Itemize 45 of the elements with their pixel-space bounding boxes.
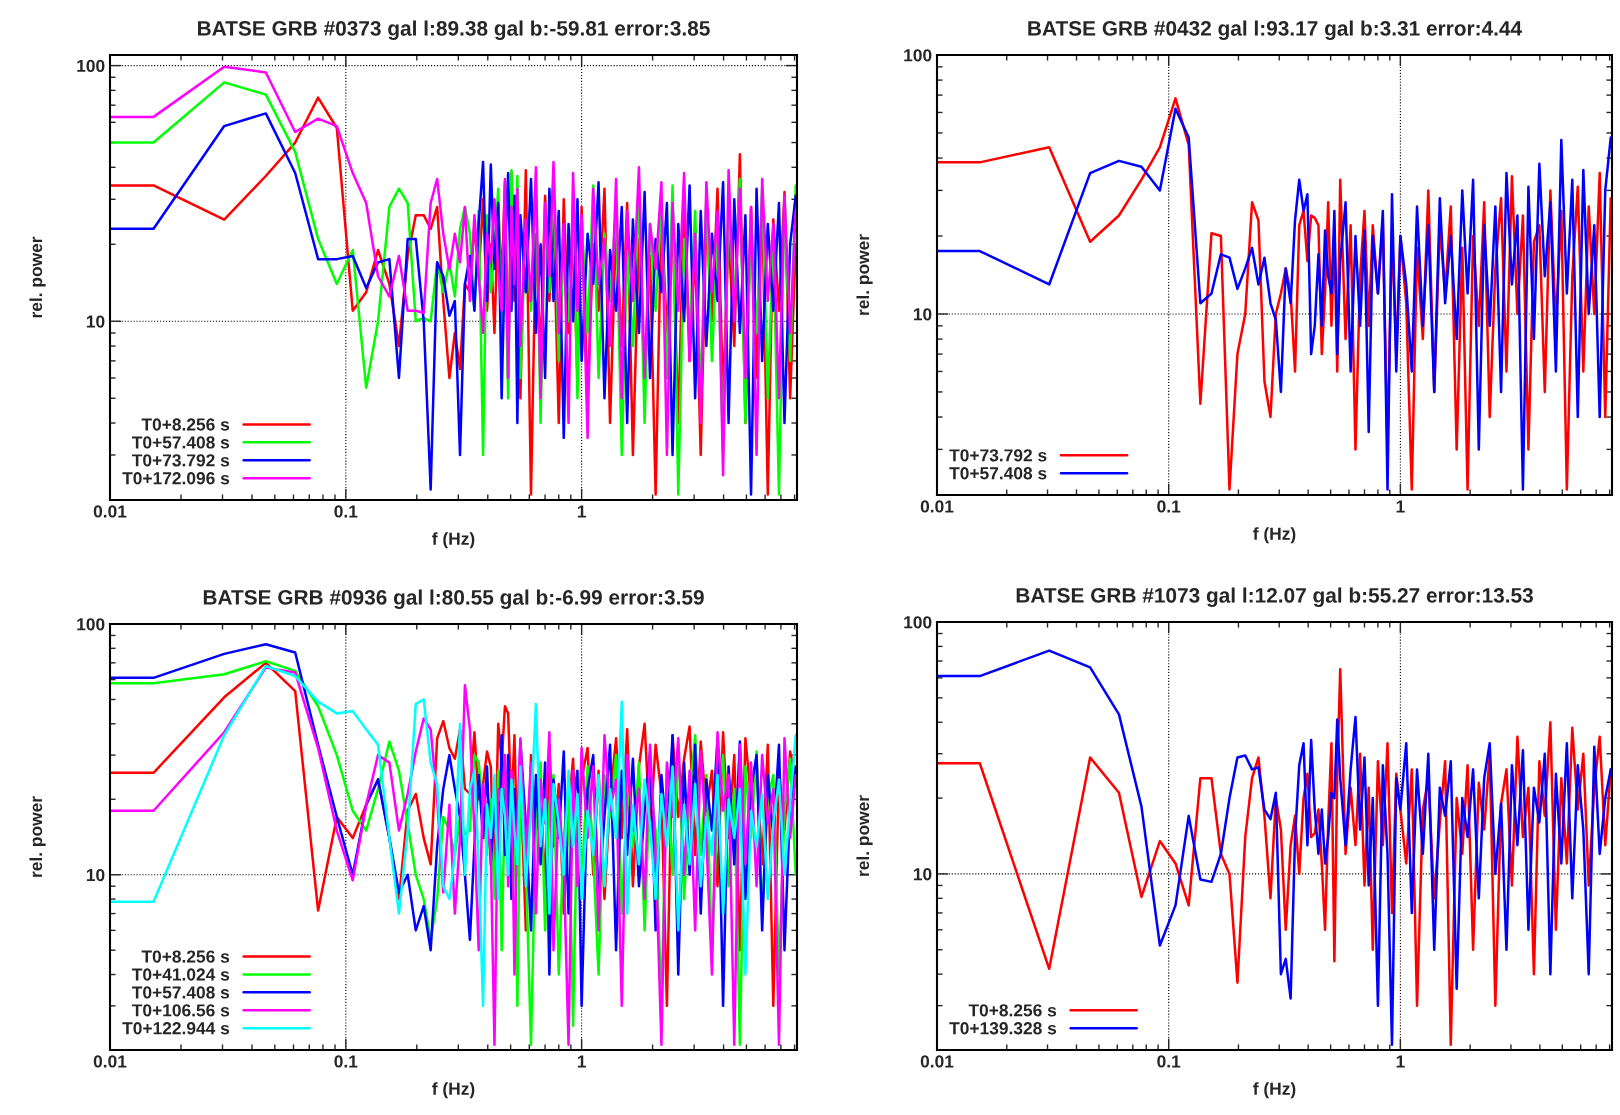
- chart-title: BATSE GRB #1073 gal l:12.07 gal b:55.27 error:13.53: [1016, 587, 1533, 607]
- y-axis-title: rel. power: [856, 795, 873, 876]
- legend-label: T0+73.792 s: [949, 449, 1047, 462]
- chart-title: BATSE GRB #0936 gal l:80.55 gal b:-6.99 error:3.59: [203, 589, 704, 609]
- x-tick-label: 0.01: [93, 1055, 127, 1068]
- legend-label: T0+41.024 s: [132, 968, 230, 981]
- legend-label: T0+8.256 s: [141, 418, 230, 431]
- x-tick-label: 0.01: [93, 505, 127, 518]
- x-axis-title: f (Hz): [432, 1082, 475, 1099]
- x-axis-title: f (Hz): [1253, 1082, 1296, 1099]
- x-tick-label: 0.1: [1157, 500, 1181, 513]
- x-tick-label: 0.01: [920, 500, 954, 513]
- x-tick-label: 0.01: [920, 1055, 954, 1068]
- x-tick-label: 0.1: [334, 1055, 358, 1068]
- y-tick-label: 100: [77, 618, 105, 631]
- legend-label: T0+57.408 s: [949, 467, 1047, 480]
- y-tick-label: 10: [913, 868, 932, 881]
- y-tick-label: 10: [86, 868, 105, 882]
- x-tick-label: 0.1: [1157, 1055, 1181, 1068]
- legend-label: T0+106.56 s: [132, 1004, 230, 1017]
- legend-label: T0+57.408 s: [132, 436, 230, 449]
- y-tick-label: 100: [904, 616, 932, 629]
- x-tick-label: 1: [577, 1055, 586, 1068]
- legend-label: T0+172.096 s: [122, 472, 230, 485]
- x-axis-title: f (Hz): [1253, 527, 1296, 544]
- y-tick-label: 10: [86, 315, 105, 328]
- x-tick-label: 1: [577, 505, 586, 518]
- legend-label: T0+8.256 s: [141, 950, 230, 963]
- chart-title: BATSE GRB #0373 gal l:89.38 gal b:-59.81 error:3.85: [198, 20, 710, 40]
- y-tick-label: 100: [904, 49, 932, 62]
- chart-title: BATSE GRB #0432 gal l:93.17 gal b:3.31 error:4.44: [1028, 20, 1523, 40]
- legend-label: T0+139.328 s: [949, 1022, 1057, 1035]
- y-tick-label: 100: [77, 59, 105, 73]
- y-axis-title: rel. power: [29, 796, 46, 877]
- x-tick-label: 1: [1396, 1055, 1405, 1068]
- legend-label: T0+57.408 s: [132, 986, 230, 999]
- y-tick-label: 10: [913, 308, 932, 321]
- x-tick-label: 0.1: [334, 505, 358, 518]
- x-axis-title: f (Hz): [432, 532, 475, 549]
- legend-label: T0+73.792 s: [132, 454, 230, 467]
- legend-label: T0+122.944 s: [122, 1022, 230, 1035]
- legend-label: T0+8.256 s: [968, 1004, 1057, 1017]
- y-axis-title: rel. power: [29, 236, 46, 318]
- y-axis-title: rel. power: [856, 234, 873, 315]
- x-tick-label: 1: [1396, 500, 1405, 513]
